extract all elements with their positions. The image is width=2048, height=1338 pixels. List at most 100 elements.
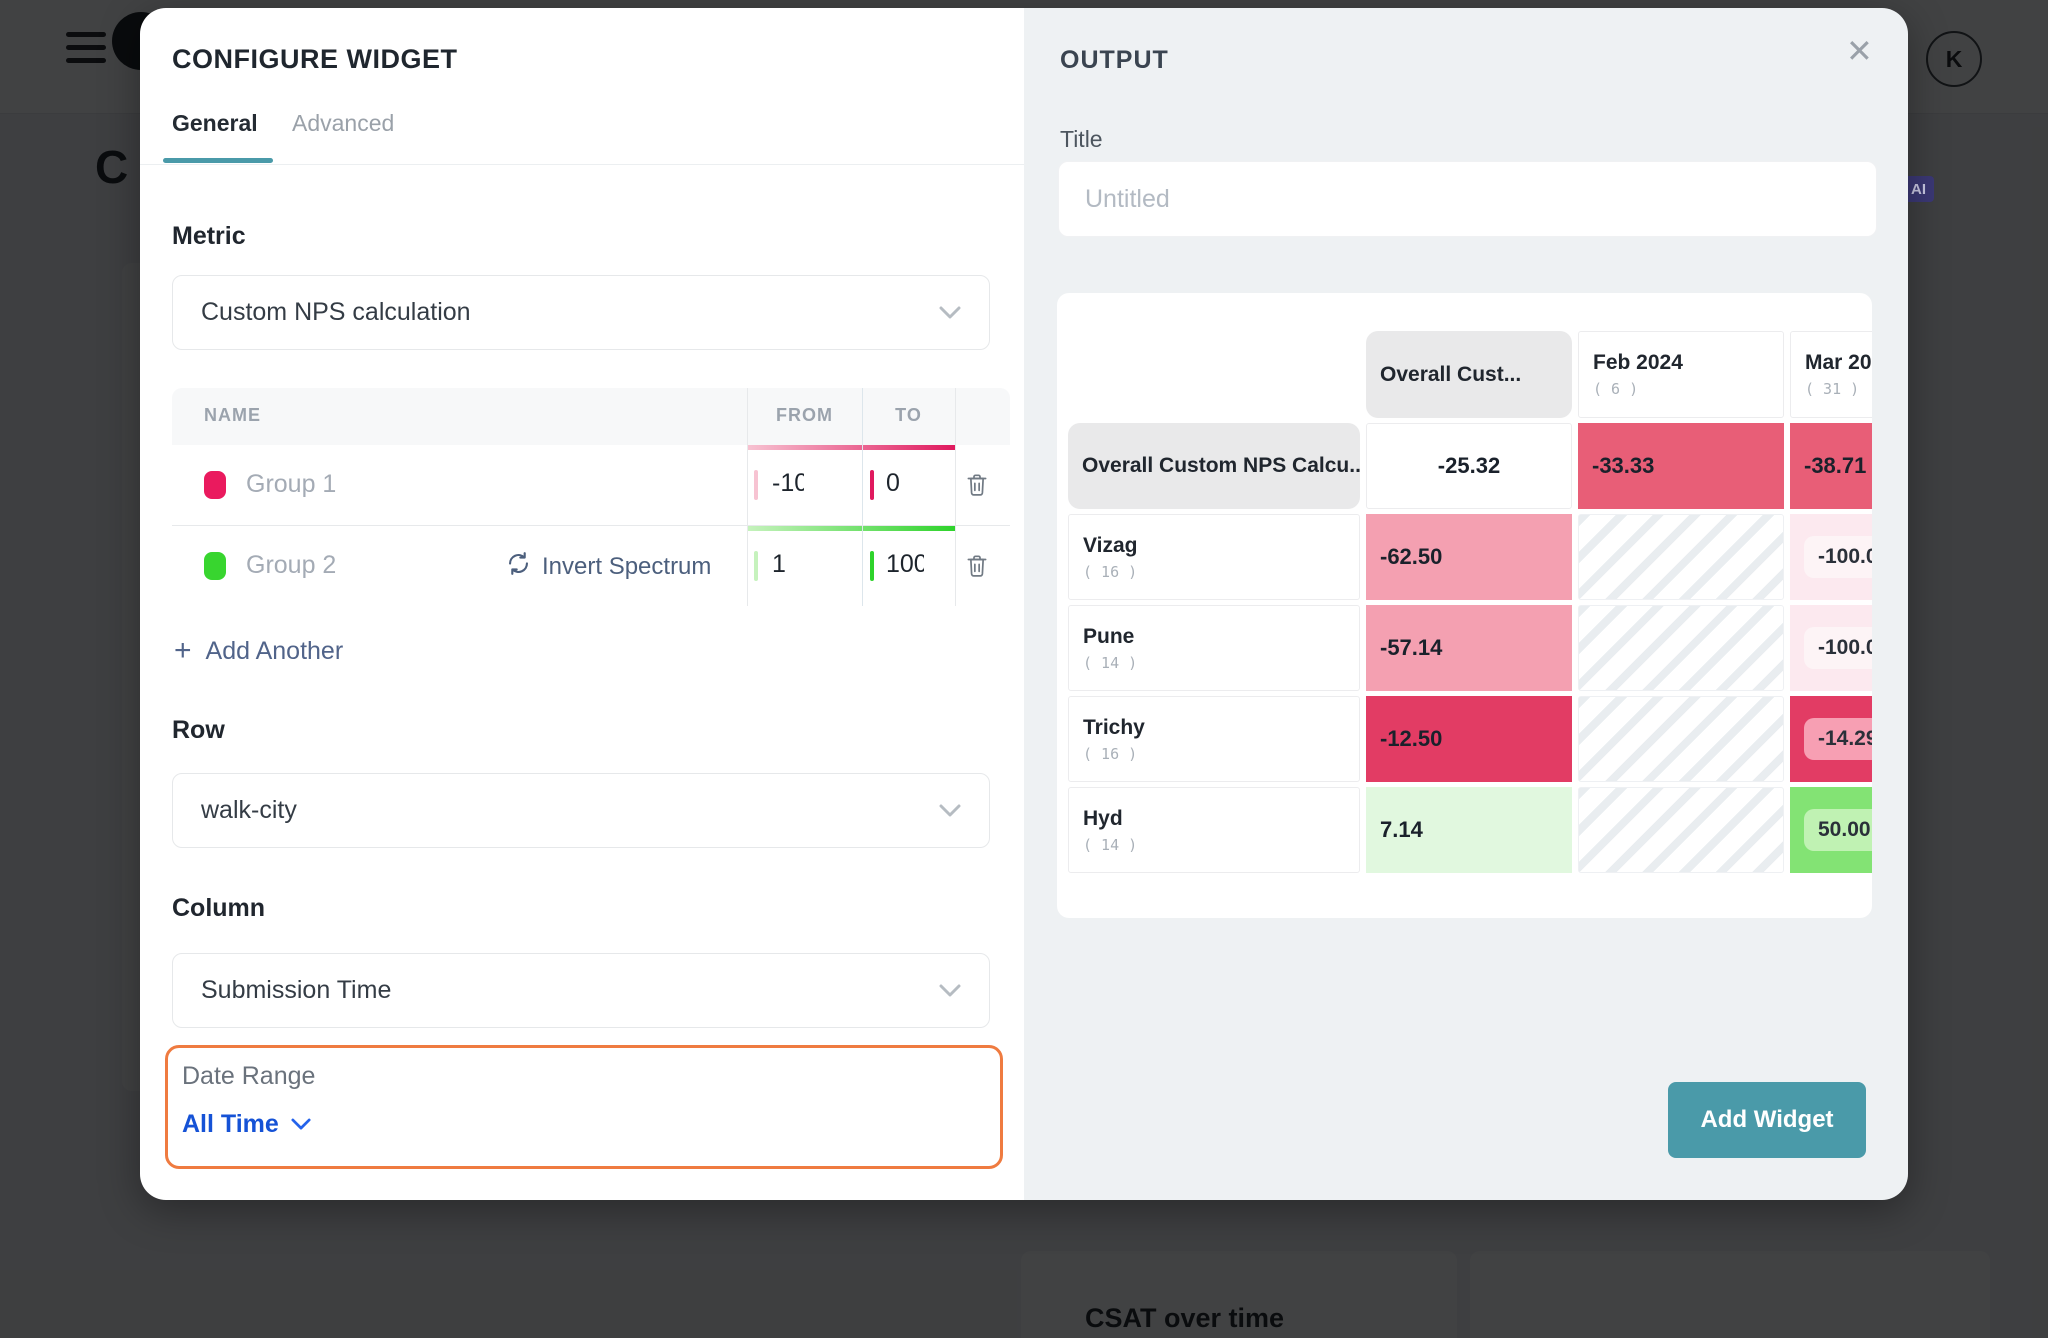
date-range-value[interactable]: All Time <box>182 1110 311 1139</box>
value-cell: -25.32 <box>1366 423 1572 509</box>
from-value-bar <box>754 551 758 581</box>
column-divider <box>862 526 863 606</box>
table-corner-cell <box>1068 331 1360 418</box>
row-header-label: Pune <box>1083 624 1135 648</box>
row-value: walk-city <box>201 796 297 824</box>
output-pane: OUTPUT ✕ Title Overall Cust... Feb 2024 ( … <box>1024 8 1908 1200</box>
row-label: Row <box>172 716 225 744</box>
no-data-cell <box>1578 605 1784 691</box>
to-value-input[interactable]: 0 <box>886 469 900 497</box>
row-header-cell: Hyd ( 14 ) <box>1068 787 1360 873</box>
to-value-bar <box>870 470 874 500</box>
chevron-down-icon <box>939 804 961 816</box>
row-header-cell: Overall Custom NPS Calcu... <box>1068 423 1360 509</box>
column-header-label: Overall Cust... <box>1380 362 1522 386</box>
output-title: OUTPUT <box>1060 46 1169 74</box>
row-header-label: Hyd <box>1083 806 1123 830</box>
value-cell: -57.14 <box>1366 605 1572 691</box>
chevron-down-icon <box>939 984 961 996</box>
row-header-label: Vizag <box>1083 533 1138 557</box>
col-to-header: TO <box>895 405 922 425</box>
spectrum-gradient-bar <box>747 526 955 531</box>
column-header-label: Feb 2024 <box>1593 351 1683 374</box>
group-row: Group 1 -10 0 <box>172 445 1010 525</box>
column-header-cell: Feb 2024 ( 6 ) <box>1578 331 1784 418</box>
row-header-count: ( 14 ) <box>1083 653 1138 672</box>
modal-title: CONFIGURE WIDGET <box>172 44 458 74</box>
value-cell: -100.00 <box>1790 605 1872 691</box>
value-cell: 50.00 <box>1790 787 1872 873</box>
invert-spectrum-icon <box>505 550 532 584</box>
output-table-card: Overall Cust... Feb 2024 ( 6 ) Mar 2024 ( 31… <box>1057 293 1872 918</box>
column-header-count: ( 6 ) <box>1593 380 1639 398</box>
to-value-bar <box>870 551 874 581</box>
invert-spectrum-button[interactable]: Invert Spectrum <box>505 550 711 584</box>
group-color-swatch[interactable] <box>204 471 226 499</box>
widget-title-label: Title <box>1060 126 1103 152</box>
add-another-label: Add Another <box>205 636 344 665</box>
metric-label: Metric <box>172 222 246 250</box>
row-header-cell: Pune ( 14 ) <box>1068 605 1360 691</box>
value-cell: -12.50 <box>1366 696 1572 782</box>
output-table: Overall Cust... Feb 2024 ( 6 ) Mar 2024 ( 31… <box>1068 331 1872 873</box>
add-another-button[interactable]: + Add Another <box>174 634 343 668</box>
column-select[interactable]: Submission Time <box>172 953 990 1028</box>
column-divider <box>862 445 863 525</box>
group-name: Group 2 <box>246 551 337 579</box>
add-widget-button[interactable]: Add Widget <box>1668 1082 1866 1158</box>
row-header-count: ( 16 ) <box>1083 562 1138 581</box>
spectrum-gradient-bar <box>747 445 955 450</box>
col-name-header: NAME <box>204 405 261 425</box>
value-cell: -100.00 <box>1790 514 1872 600</box>
to-value-input[interactable]: 100 <box>886 550 924 578</box>
row-header-cell: Vizag ( 16 ) <box>1068 514 1360 600</box>
groups-table: NAME FROM TO Group 1 -10 0 Group 2 Invert Sp… <box>172 388 1010 606</box>
active-tab-indicator <box>163 158 273 163</box>
group-row: Group 2 Invert Spectrum 1 100 <box>172 525 1010 606</box>
date-range-field[interactable]: Date Range All Time <box>165 1045 1003 1169</box>
column-divider <box>747 445 748 525</box>
no-data-cell <box>1578 696 1784 782</box>
from-value-input[interactable]: 1 <box>772 550 786 578</box>
configure-widget-modal: CONFIGURE WIDGET General Advanced Metric… <box>140 8 1908 1200</box>
value-pill: -14.29 <box>1804 718 1872 760</box>
invert-spectrum-label: Invert Spectrum <box>542 553 712 580</box>
metric-select[interactable]: Custom NPS calculation <box>172 275 990 350</box>
plus-icon: + <box>174 634 192 667</box>
row-select[interactable]: walk-city <box>172 773 990 848</box>
value-pill: -100.00 <box>1804 627 1872 669</box>
chevron-down-icon <box>939 306 961 318</box>
no-data-cell <box>1578 514 1784 600</box>
configure-pane: CONFIGURE WIDGET General Advanced Metric… <box>140 8 1024 1200</box>
value-pill: 50.00 <box>1804 809 1872 851</box>
column-value: Submission Time <box>201 976 392 1004</box>
no-data-cell <box>1578 787 1784 873</box>
from-value-input[interactable]: -10 <box>772 469 804 497</box>
close-icon[interactable]: ✕ <box>1840 34 1879 68</box>
col-from-header: FROM <box>776 405 833 425</box>
tabs-divider <box>140 164 1024 165</box>
tab-general[interactable]: General <box>172 110 258 136</box>
value-cell: -38.71 <box>1790 423 1872 509</box>
group-color-swatch[interactable] <box>204 552 226 580</box>
column-header-label: Mar 2024 <box>1805 351 1872 374</box>
metric-value: Custom NPS calculation <box>201 298 471 326</box>
row-header-cell: Trichy ( 16 ) <box>1068 696 1360 782</box>
row-header-count: ( 14 ) <box>1083 835 1138 854</box>
delete-group-button[interactable] <box>960 550 994 584</box>
row-header-label: Trichy <box>1083 715 1145 739</box>
from-value-bar <box>754 470 758 500</box>
value-pill: -100.00 <box>1804 536 1872 578</box>
delete-group-button[interactable] <box>960 469 994 503</box>
value-cell: -33.33 <box>1578 423 1784 509</box>
chevron-down-icon <box>291 1118 311 1130</box>
tab-advanced[interactable]: Advanced <box>292 110 395 136</box>
widget-title-input[interactable] <box>1058 161 1877 237</box>
column-label: Column <box>172 894 266 922</box>
row-header-count: ( 16 ) <box>1083 744 1138 763</box>
column-header-cell: Mar 2024 ( 31 ) <box>1790 331 1872 418</box>
column-header-cell: Overall Cust... <box>1366 331 1572 418</box>
column-divider <box>955 445 956 525</box>
value-cell: -14.29 <box>1790 696 1872 782</box>
